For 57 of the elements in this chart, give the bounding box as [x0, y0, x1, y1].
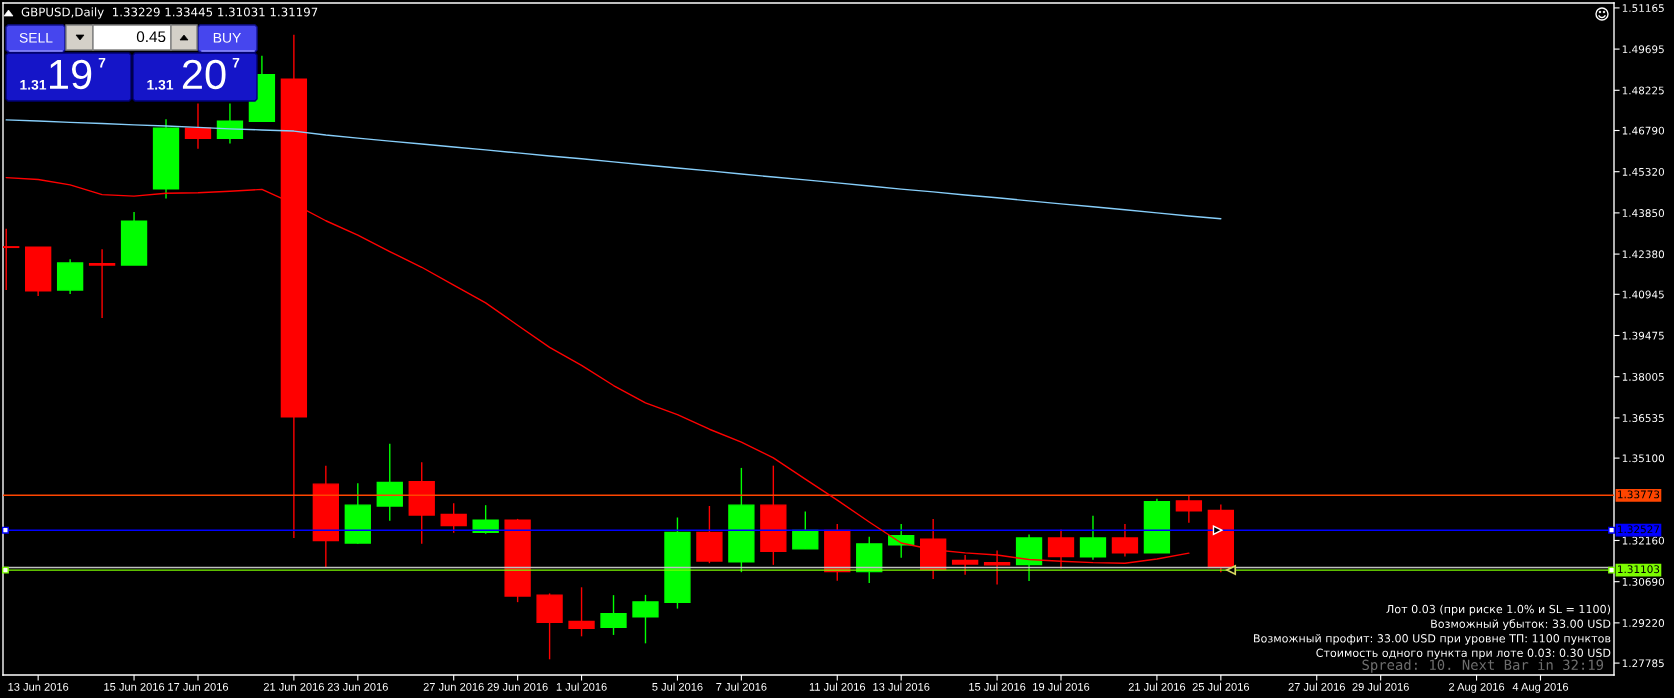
x-tick-label: 15 Jun 2016 [104, 682, 165, 691]
ref-line-label: 1.33773 [1618, 490, 1660, 499]
y-tick-label: 1.46790 [1622, 126, 1665, 135]
annotation: 19 [50, 59, 92, 90]
x-tick-label: 4 Aug 2016 [1512, 682, 1569, 693]
y-tick-label: 1.40945 [1622, 290, 1664, 299]
x-tick-label: 1 Jul 2016 [556, 682, 607, 691]
y-tick-label: 1.29220 [1622, 619, 1665, 627]
x-tick-label: 29 Jun 2016 [487, 682, 548, 691]
candlestick [88, 248, 116, 319]
x-tick-label: 11 Jul 2016 [809, 682, 866, 691]
x-tick-label: 21 Jul 2016 [1128, 682, 1186, 691]
y-tick-label: 1.48225 [1622, 86, 1664, 95]
y-tick-label: 1.39475 [1622, 331, 1664, 340]
y-tick-label: 1.43850 [1622, 209, 1665, 217]
annotation: BUY [213, 33, 241, 43]
x-tick-label: 27 Jun 2016 [423, 682, 484, 691]
annotation: 20 [182, 59, 226, 90]
x-tick-label: 21 Jun 2016 [263, 682, 324, 691]
annotation: Возможный профит: 33.00 USD при уровне ТП: 1100 пунктов [1254, 633, 1611, 645]
x-tick-label: 23 Jun 2016 [327, 682, 388, 691]
annotation: Стоимость одного пункта при лоте 0.03: 0.30 USD [1316, 648, 1611, 660]
annotation: Возможный убыток: 33.00 USD [1431, 619, 1611, 631]
y-tick-label: 1.49695 [1622, 45, 1664, 54]
annotation: 1.31 [20, 79, 47, 90]
annotation: 1.31 [147, 79, 174, 90]
x-tick-label: 5 Jul 2016 [652, 682, 703, 691]
x-tick-label: 25 Jul 2016 [1192, 682, 1250, 691]
line-series [5, 119, 1222, 220]
x-tick-label: 13 Jul 2016 [873, 682, 930, 691]
y-tick-label: 1.45320 [1622, 167, 1665, 176]
x-tick-label: 13 Jun 2016 [8, 682, 69, 691]
y-tick-label: 1.42380 [1622, 250, 1665, 259]
annotation: 7 [98, 58, 106, 68]
x-tick-label: 15 Jul 2016 [969, 682, 1026, 691]
annotation: 0.45 [136, 31, 166, 43]
annotation: Лот 0.03 (при риске 1.0% и SL = 1100) [1386, 604, 1611, 616]
y-tick-label: 1.35100 [1622, 454, 1665, 463]
y-tick-label: 1.36535 [1622, 414, 1664, 422]
chart-title: GBPUSD,Daily 1.33229 1.33445 1.31031 1.31197 [21, 7, 318, 19]
x-tick-label: 27 Jul 2016 [1288, 682, 1345, 691]
y-tick-label: 1.32160 [1622, 536, 1665, 545]
x-tick-label: 2 Aug 2016 [1449, 682, 1505, 693]
y-tick-label: 1.51165 [1622, 4, 1664, 13]
annotation: 7 [232, 58, 240, 68]
annotation: Spread: 10. Next Bar in 32:19 [1362, 659, 1604, 673]
x-tick-label: 7 Jul 2016 [716, 682, 767, 691]
x-tick-label: 17 Jun 2016 [168, 682, 229, 691]
annotation: SELL [19, 32, 53, 43]
ref-line-label: 1.32527 [1618, 525, 1660, 534]
y-tick-label: 1.38005 [1622, 372, 1664, 381]
x-tick-label: 19 Jul 2016 [1033, 682, 1090, 691]
y-tick-label: 1.27785 [1622, 659, 1664, 668]
y-tick-label: 1.30690 [1622, 577, 1665, 586]
candlestick [568, 586, 595, 638]
x-tick-label: 29 Jul 2016 [1352, 682, 1409, 691]
ref-line-label: 1.31103 [1618, 565, 1660, 574]
